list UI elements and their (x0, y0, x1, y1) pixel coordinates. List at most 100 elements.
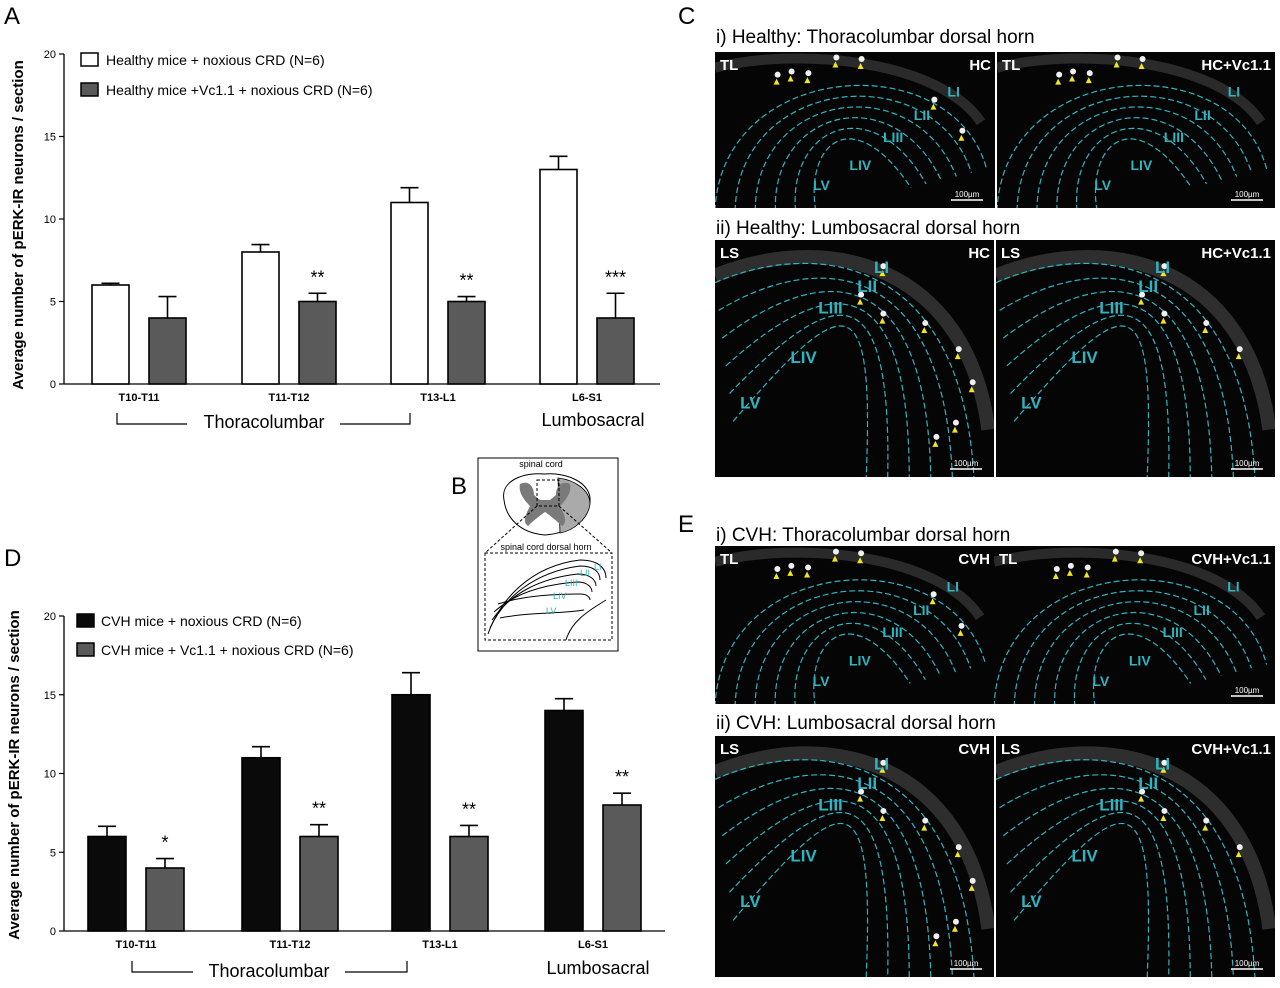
arrowhead-marker (1138, 63, 1145, 70)
perk-neuron (1070, 68, 1077, 75)
arrowhead-marker (831, 555, 838, 562)
layer-label-liv: LIV (790, 348, 817, 367)
panel-e-title-i: i) CVH: Thoracolumbar dorsal horn (716, 525, 1010, 546)
perk-neuron (880, 310, 887, 317)
arrowhead-marker (929, 598, 936, 605)
lamina-boundary (725, 303, 910, 477)
chart-d-ytick-label: 10 (44, 769, 56, 781)
chart-d-ytick-label: 5 (50, 847, 56, 859)
arrowhead-marker (1111, 555, 1118, 562)
micrograph-region-label: TL (1002, 57, 1020, 74)
arrowhead-marker (957, 629, 964, 636)
panel-letter-a: A (4, 3, 20, 30)
arrowhead-marker (804, 571, 811, 578)
lamina-boundary (732, 325, 869, 477)
legend-label-healthy-vc11: Healthy mice +Vc1.1 + noxious CRD (N=6) (106, 82, 373, 98)
chart-d-category-label: T13-L1 (422, 939, 457, 951)
chart-d-category-label: L6-S1 (578, 939, 608, 951)
layer-label-li: LI (874, 258, 889, 277)
arrowhead-marker (787, 569, 794, 576)
legend-swatch-healthy (80, 52, 99, 67)
tissue-edge (715, 746, 994, 930)
diagram-laminae-lines (487, 559, 607, 641)
perk-neuron (1114, 54, 1121, 61)
chart-d-ylabel: Average number of pERK-IR neurons / sect… (6, 610, 23, 940)
chart-d-group-lumbosacral: Lumbosacral (546, 958, 649, 978)
micrograph-region-label: TL (720, 551, 738, 568)
tissue-edge (994, 547, 1266, 621)
perk-neuron (1161, 310, 1168, 317)
chart-a-bar (596, 317, 635, 385)
chart-a-bar (539, 168, 578, 385)
diagram-zoom-box (536, 479, 560, 507)
lamina-boundary (1016, 95, 1253, 208)
lamina-boundary (1093, 633, 1192, 704)
scale-bar-label: 100µm (955, 190, 980, 199)
arrowhead-marker (921, 824, 928, 831)
legend-label-cvh: CVH mice + noxious CRD (N=6) (101, 613, 302, 629)
layer-label-liv: LIV (1129, 653, 1151, 669)
grey-matter-butterfly (519, 482, 571, 526)
arrowhead-marker (1160, 814, 1167, 821)
chart-a-significance: ** (459, 271, 473, 291)
perk-neuron (959, 127, 966, 134)
arrowhead-marker (951, 925, 958, 932)
perk-neuron (805, 564, 812, 571)
arrowhead-marker (1160, 270, 1167, 277)
chart-d-ytick-label: 0 (50, 926, 56, 938)
chart-d-bar (391, 693, 431, 932)
arrowhead-marker (930, 103, 937, 110)
layer-label-lv: LV (1021, 393, 1042, 412)
lamina-boundary (794, 127, 927, 208)
chart-a-bar (241, 251, 280, 385)
arrowhead-marker (1138, 795, 1145, 802)
micrograph-condition-label: CVH (958, 741, 990, 758)
arrowhead-marker (968, 386, 975, 393)
layer-label-lv: LV (740, 393, 761, 412)
chart-d-significance: ** (462, 799, 476, 819)
chart-a-group-lumbosacral: Lumbosacral (541, 410, 644, 430)
lamina-boundary (1036, 106, 1238, 208)
micrograph-tl-hc: LI LII LIII LIV LV TL HC 100µm (715, 52, 995, 208)
perk-neuron (1161, 263, 1168, 270)
lamina-boundary (1006, 303, 1191, 477)
micrograph-condition-label: HC+Vc1.1 (1201, 245, 1271, 262)
layer-label-liv: LIV (849, 653, 871, 669)
perk-neuron (1053, 566, 1060, 573)
tissue-edge (997, 53, 1266, 126)
lamina-boundary (999, 277, 1234, 477)
layer-label-li: LI (1155, 755, 1170, 774)
layer-label-lii: LII (1138, 277, 1158, 296)
chart-d-bar (544, 709, 584, 932)
micrograph-background (715, 736, 994, 977)
arrowhead-marker (1066, 569, 1073, 576)
chart-d-category-label: T10-T11 (116, 939, 157, 951)
arrowhead-marker (1202, 327, 1209, 334)
chart-d-significance: ** (312, 799, 326, 819)
lamina-boundary (732, 823, 869, 977)
micrograph-tl-hc-vc1-1: LI LII LIII LIV LV TL HC+Vc1.1 100µm (997, 52, 1275, 208)
chart-a-bar (390, 201, 429, 385)
chart-d-bar (449, 835, 489, 932)
chart-a-ytick-label: 5 (50, 297, 56, 309)
lamina-boundary (754, 106, 957, 208)
perk-neuron (969, 379, 976, 386)
chart-a-category-label: T10-T11 (119, 392, 160, 404)
chart-a-legend: Healthy mice + noxious CRD (N=6) Healthy… (80, 52, 373, 98)
tissue-edge (715, 250, 994, 431)
layer-label-liii: LIII (883, 129, 903, 145)
layer-label-lv: LV (813, 673, 831, 689)
diagram-label-spinal-cord: spinal cord (519, 459, 563, 469)
micrograph-region-label: TL (720, 57, 738, 74)
layer-label-liii: LIII (882, 624, 902, 640)
perk-neuron (1067, 562, 1074, 569)
arrowhead-marker (921, 327, 928, 334)
scale-bar-label: 100µm (1235, 686, 1260, 695)
layer-label-liv: LIV (1071, 846, 1098, 865)
micrograph-condition-label: CVH+Vc1.1 (1191, 551, 1271, 568)
arrowhead-marker (832, 61, 839, 68)
layer-label-lv: LV (740, 892, 761, 911)
